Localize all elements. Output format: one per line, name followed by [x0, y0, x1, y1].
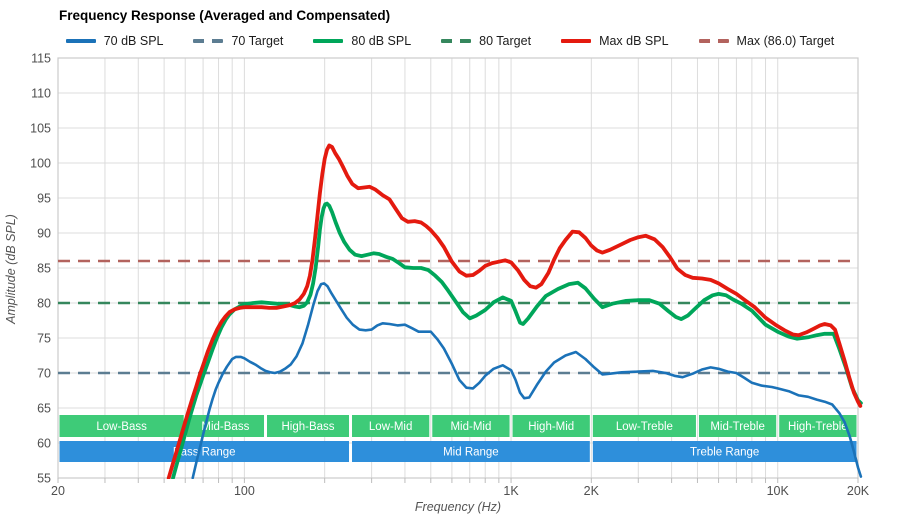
curve-max-db-spl [166, 143, 863, 479]
curve-80-db-spl [171, 201, 863, 479]
y-tick-label: 115 [31, 52, 51, 66]
band-label-mid-treble: Mid-Treble [710, 421, 765, 433]
legend-label: 80 dB SPL [351, 34, 412, 48]
legend-label: 70 Target [231, 34, 284, 48]
band-high-mid [512, 415, 590, 437]
legend-label: 80 Target [479, 34, 532, 48]
legend-item-70-target: 70 Target [193, 34, 283, 48]
y-tick-label: 80 [37, 297, 51, 311]
x-tick-label: 100 [234, 484, 255, 498]
band-label-low-mid: Low-Mid [369, 421, 412, 433]
y-axis-title: Amplitude (dB SPL) [4, 214, 18, 324]
legend-label: Max (86.0) Target [736, 34, 835, 48]
x-tick-label: 20 [51, 484, 65, 498]
band-high-treble [779, 415, 857, 437]
y-tick-label: 70 [37, 367, 51, 381]
legend-item-80-db-spl: 80 dB SPL [313, 34, 411, 48]
band-label-mid-bass: Mid-Bass [201, 421, 249, 433]
band-low-bass [59, 415, 184, 437]
dashed-line-swatch-80-target [441, 39, 472, 43]
dashed-line-swatch-70-target [193, 39, 224, 43]
legend-item-80-target: 80 Target [441, 34, 531, 48]
band-label-mid-range: Mid Range [443, 447, 499, 459]
frequency-bands: Low-Bass Mid-Bass High-Bass Low-Mid Mid-Mid H… [59, 415, 857, 462]
legend-item-max-db-spl: Max dB SPL [561, 34, 669, 48]
y-tick-label: 95 [37, 192, 51, 206]
legend-label: Max dB SPL [599, 34, 669, 48]
y-tick-label: 90 [37, 227, 51, 241]
legend-label: 70 dB SPL [103, 34, 164, 48]
y-tick-label: 55 [37, 472, 51, 486]
legend-item-70-db-spl: 70 dB SPL [65, 34, 164, 48]
legend: 70 dB SPL 70 Target 80 dB SPL 80 Target Max … [0, 34, 900, 48]
band-high-bass [267, 415, 350, 437]
curve-70-db-spl [191, 282, 863, 479]
dashed-line-swatch-max-86-0-target [698, 39, 729, 43]
x-axis-title: Frequency (Hz) [414, 500, 502, 514]
x-tick-label: 10K [767, 484, 790, 498]
band-low-treble [592, 415, 696, 437]
solid-line-swatch-70-db-spl [65, 39, 96, 43]
solid-line-swatch-80-db-spl [313, 39, 344, 43]
band-bass-range [59, 441, 350, 462]
y-tick-label: 85 [37, 262, 51, 276]
y-tick-label: 65 [37, 402, 51, 416]
plot-border [57, 57, 859, 479]
band-label-high-mid: High-Mid [528, 421, 574, 433]
band-label-low-treble: Low-Treble [616, 421, 673, 433]
y-tick-label: 100 [30, 157, 51, 171]
band-label-bass-range: Bass Range [173, 447, 236, 459]
solid-line-swatch-max-db-spl [561, 39, 592, 43]
x-tick-label: 1K [503, 484, 519, 498]
y-tick-label: 60 [37, 437, 51, 451]
band-label-treble-range: Treble Range [690, 447, 759, 459]
band-mid-treble [698, 415, 777, 437]
x-tick-label: 2K [584, 484, 600, 498]
chart-title: Frequency Response (Averaged and Compens… [59, 8, 391, 23]
band-low-mid [352, 415, 430, 437]
legend-item-max-86-0-target: Max (86.0) Target [698, 34, 835, 48]
band-label-low-bass: Low-Bass [96, 421, 147, 433]
band-label-mid-mid: Mid-Mid [450, 421, 491, 433]
band-treble-range [592, 441, 857, 462]
x-tick-label: 20K [847, 484, 870, 498]
y-tick-label: 105 [30, 122, 51, 136]
band-mid-mid [432, 415, 510, 437]
y-tick-label: 75 [37, 332, 51, 346]
band-label-high-bass: High-Bass [281, 421, 334, 433]
y-tick-label: 110 [31, 87, 51, 101]
band-mid-range [352, 441, 590, 462]
band-label-high-treble: High-Treble [788, 421, 848, 433]
